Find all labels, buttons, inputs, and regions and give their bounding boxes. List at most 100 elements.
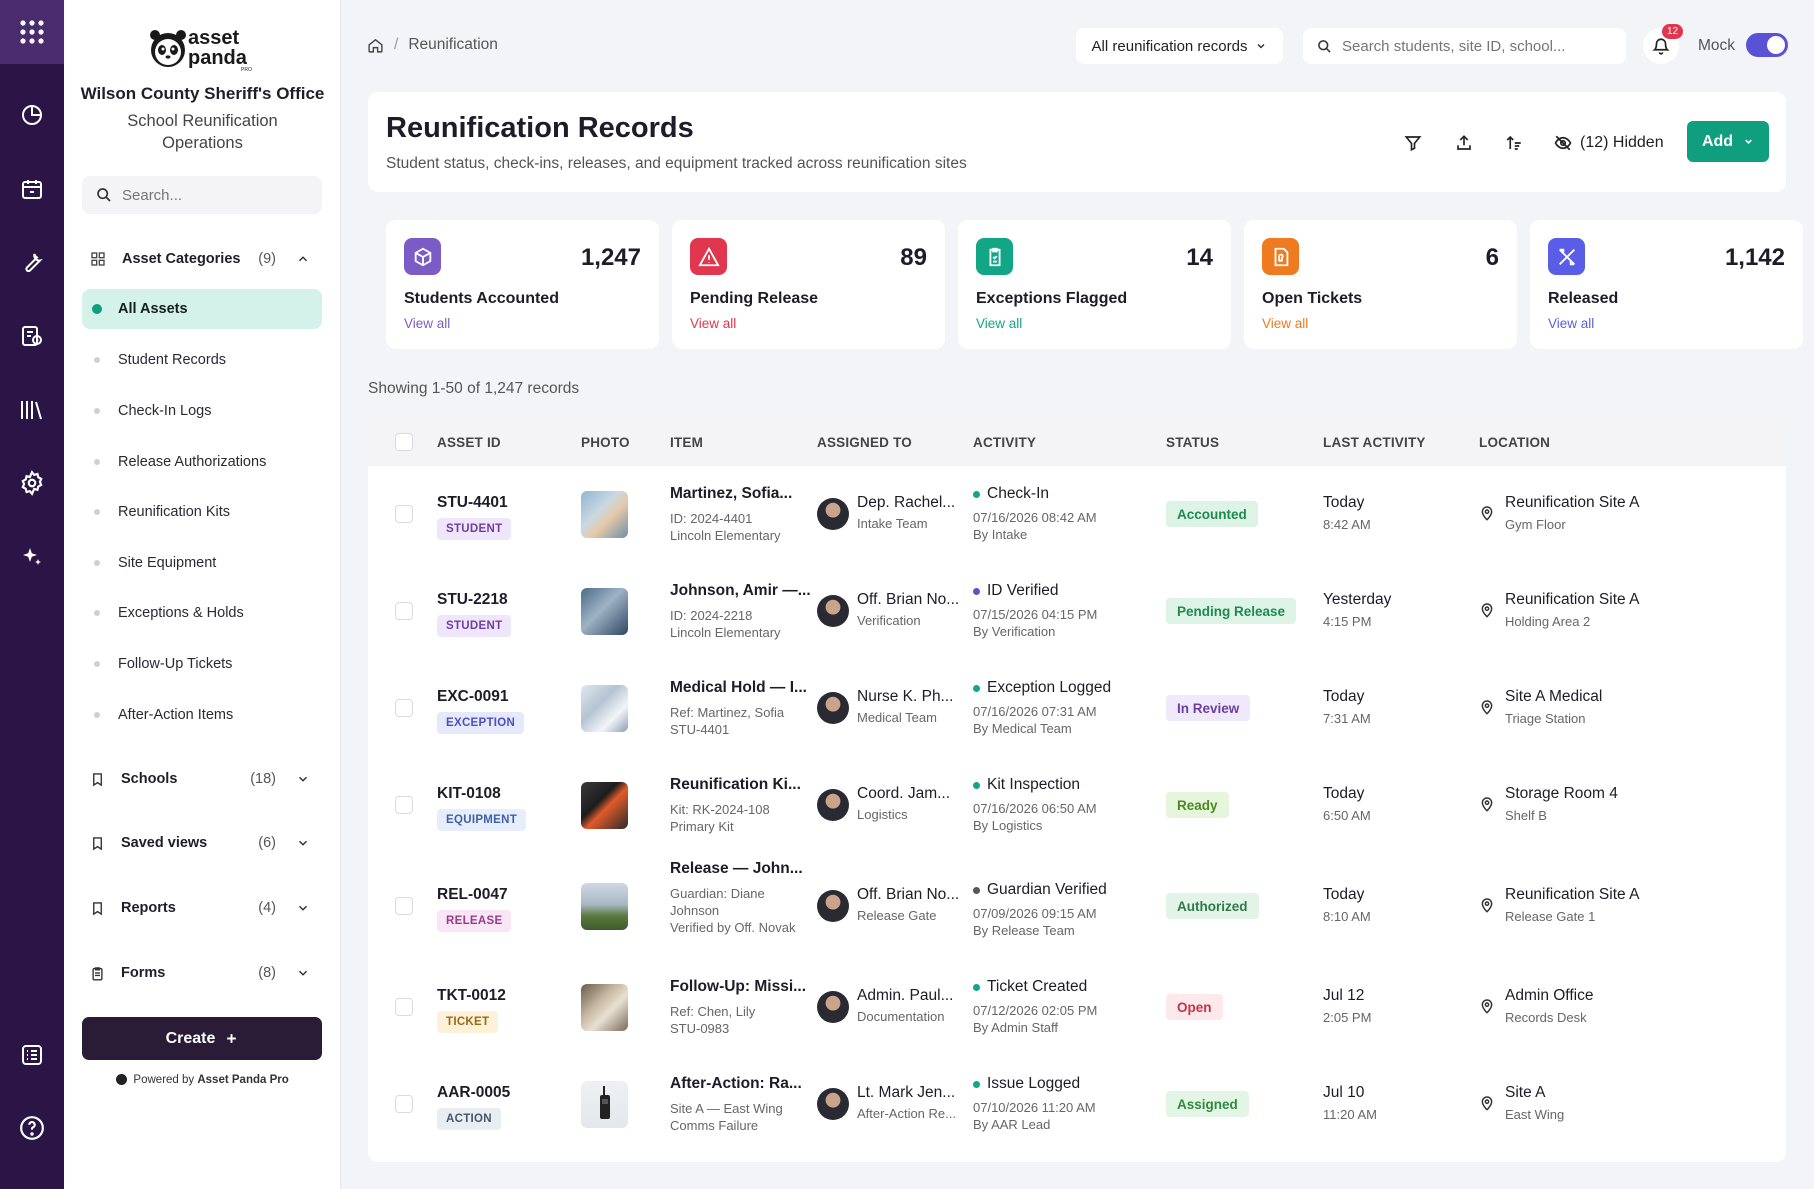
- assignee-name[interactable]: Coord. Jam...: [857, 785, 951, 802]
- item-title[interactable]: Reunification Ki...: [670, 776, 801, 793]
- item-title[interactable]: Follow-Up: Missi...: [670, 978, 807, 995]
- view-all-link[interactable]: View all: [976, 316, 1023, 331]
- asset-photo[interactable]: [581, 984, 628, 1031]
- wrench-icon[interactable]: [0, 240, 64, 284]
- location-name[interactable]: Site A Medical: [1505, 688, 1603, 705]
- location-name[interactable]: Reunification Site A: [1505, 591, 1640, 608]
- asset-id[interactable]: STU-2218: [437, 591, 508, 608]
- asset-id[interactable]: REL-0047: [437, 886, 508, 903]
- asset-id[interactable]: EXC-0091: [437, 688, 509, 705]
- location-name[interactable]: Admin Office: [1505, 987, 1594, 1004]
- item-title[interactable]: Johnson, Amir —...: [670, 582, 811, 599]
- home-icon[interactable]: [367, 37, 384, 54]
- column-header[interactable]: ITEM: [670, 435, 704, 450]
- sidebar-item-release-authorizations[interactable]: Release Authorizations: [82, 442, 322, 482]
- column-header[interactable]: STATUS: [1166, 435, 1220, 450]
- column-header[interactable]: ASSET ID: [437, 435, 501, 450]
- item-title[interactable]: Release — John...: [670, 860, 803, 877]
- table-row[interactable]: EXC-0091 EXCEPTION Medical Hold — I... Ref:…: [368, 660, 1786, 757]
- column-header[interactable]: PHOTO: [581, 435, 630, 450]
- view-all-link[interactable]: View all: [404, 316, 451, 331]
- asset-id[interactable]: KIT-0108: [437, 785, 501, 802]
- create-button[interactable]: Create: [82, 1017, 322, 1060]
- location-name[interactable]: Reunification Site A: [1505, 886, 1640, 903]
- mock-toggle[interactable]: [1746, 33, 1788, 57]
- assignee-name[interactable]: Dep. Rachel...: [857, 494, 956, 511]
- sidebar-item-check-in-logs[interactable]: Check-In Logs: [82, 391, 322, 431]
- section-schools[interactable]: Schools (18): [90, 766, 322, 792]
- item-title[interactable]: Martinez, Sofia...: [670, 485, 793, 502]
- asset-id[interactable]: STU-4401: [437, 494, 508, 511]
- filter-funnel-icon[interactable]: [1398, 128, 1428, 158]
- asset-photo[interactable]: [581, 883, 628, 930]
- library-icon[interactable]: [0, 388, 64, 432]
- records-filter-dropdown[interactable]: All reunification records: [1076, 28, 1283, 64]
- help-icon[interactable]: [0, 1106, 64, 1150]
- global-search[interactable]: [1303, 28, 1626, 64]
- global-search-input[interactable]: [1342, 37, 1612, 55]
- column-header[interactable]: LAST ACTIVITY: [1323, 435, 1426, 450]
- table-row[interactable]: AAR-0005 ACTION After-Action: Ra... Site A …: [368, 1056, 1786, 1153]
- asset-photo[interactable]: [581, 588, 628, 635]
- item-title[interactable]: Medical Hold — I...: [670, 679, 807, 696]
- table-row[interactable]: STU-2218 STUDENT Johnson, Amir —... ID: 202…: [368, 563, 1786, 660]
- list-doc-icon[interactable]: [0, 1033, 64, 1077]
- row-checkbox[interactable]: [395, 796, 413, 814]
- assignee-name[interactable]: Off. Brian No...: [857, 886, 960, 903]
- row-checkbox[interactable]: [395, 699, 413, 717]
- view-all-link[interactable]: View all: [1262, 316, 1309, 331]
- sidebar-item-follow-up-tickets[interactable]: Follow-Up Tickets: [82, 644, 322, 684]
- export-upload-icon[interactable]: [1449, 128, 1479, 158]
- table-row[interactable]: REL-0047 RELEASE Release — John... Guardian…: [368, 854, 1786, 959]
- row-checkbox[interactable]: [395, 505, 413, 523]
- hidden-columns-button[interactable]: (12) Hidden: [1554, 128, 1664, 158]
- sidebar-search-input[interactable]: [122, 186, 302, 204]
- row-checkbox[interactable]: [395, 1095, 413, 1113]
- row-checkbox[interactable]: [395, 602, 413, 620]
- select-all-checkbox[interactable]: [395, 433, 413, 451]
- apps-grid-icon[interactable]: [0, 0, 64, 64]
- sidebar-search[interactable]: [82, 176, 322, 214]
- column-header[interactable]: ASSIGNED TO: [817, 435, 912, 450]
- view-all-link[interactable]: View all: [1548, 316, 1595, 331]
- breadcrumb-current[interactable]: Reunification: [408, 36, 498, 53]
- location-name[interactable]: Site A: [1505, 1084, 1546, 1101]
- row-checkbox[interactable]: [395, 897, 413, 915]
- dashboard-pie-icon[interactable]: [0, 93, 64, 137]
- assignee-name[interactable]: Nurse K. Ph...: [857, 688, 954, 705]
- item-title[interactable]: After-Action: Ra...: [670, 1075, 802, 1092]
- assignee-name[interactable]: Lt. Mark Jen...: [857, 1084, 956, 1101]
- row-checkbox[interactable]: [395, 998, 413, 1016]
- table-row[interactable]: KIT-0108 EQUIPMENT Reunification Ki... Kit:…: [368, 757, 1786, 854]
- sidebar-item-after-action-items[interactable]: After-Action Items: [82, 695, 322, 735]
- location-name[interactable]: Reunification Site A: [1505, 494, 1640, 511]
- asset-photo[interactable]: [581, 685, 628, 732]
- location-name[interactable]: Storage Room 4: [1505, 785, 1618, 802]
- sidebar-item-site-equipment[interactable]: Site Equipment: [82, 543, 322, 583]
- section-saved-views[interactable]: Saved views (6): [90, 830, 322, 856]
- settings-gear-icon[interactable]: [0, 461, 64, 505]
- asset-photo[interactable]: [581, 782, 628, 829]
- table-row[interactable]: TKT-0012 TICKET Follow-Up: Missi... Ref: Ch…: [368, 959, 1786, 1056]
- calendar-icon[interactable]: [0, 167, 64, 211]
- section-reports[interactable]: Reports (4): [90, 895, 322, 921]
- add-button[interactable]: Add: [1687, 121, 1769, 162]
- ai-sparkle-icon[interactable]: [0, 535, 64, 579]
- asset-photo[interactable]: [581, 491, 628, 538]
- section-forms[interactable]: Forms (8): [90, 960, 322, 986]
- column-header[interactable]: ACTIVITY: [973, 435, 1037, 450]
- sidebar-item-exceptions-holds[interactable]: Exceptions & Holds: [82, 593, 322, 633]
- table-row[interactable]: STU-4401 STUDENT Martinez, Sofia... ID: 202…: [368, 466, 1786, 563]
- sort-icon[interactable]: [1499, 128, 1529, 158]
- asset-photo[interactable]: [581, 1081, 628, 1128]
- sidebar-item-student-records[interactable]: Student Records: [82, 340, 322, 380]
- assignee-name[interactable]: Off. Brian No...: [857, 591, 960, 608]
- assignee-name[interactable]: Admin. Paul...: [857, 987, 954, 1004]
- column-header[interactable]: LOCATION: [1479, 435, 1551, 450]
- sidebar-item-reunification-kits[interactable]: Reunification Kits: [82, 492, 322, 532]
- asset-id[interactable]: TKT-0012: [437, 987, 506, 1004]
- report-clock-icon[interactable]: [0, 314, 64, 358]
- asset-categories-toggle[interactable]: Asset Categories (9): [90, 246, 322, 272]
- view-all-link[interactable]: View all: [690, 316, 737, 331]
- asset-id[interactable]: AAR-0005: [437, 1084, 511, 1101]
